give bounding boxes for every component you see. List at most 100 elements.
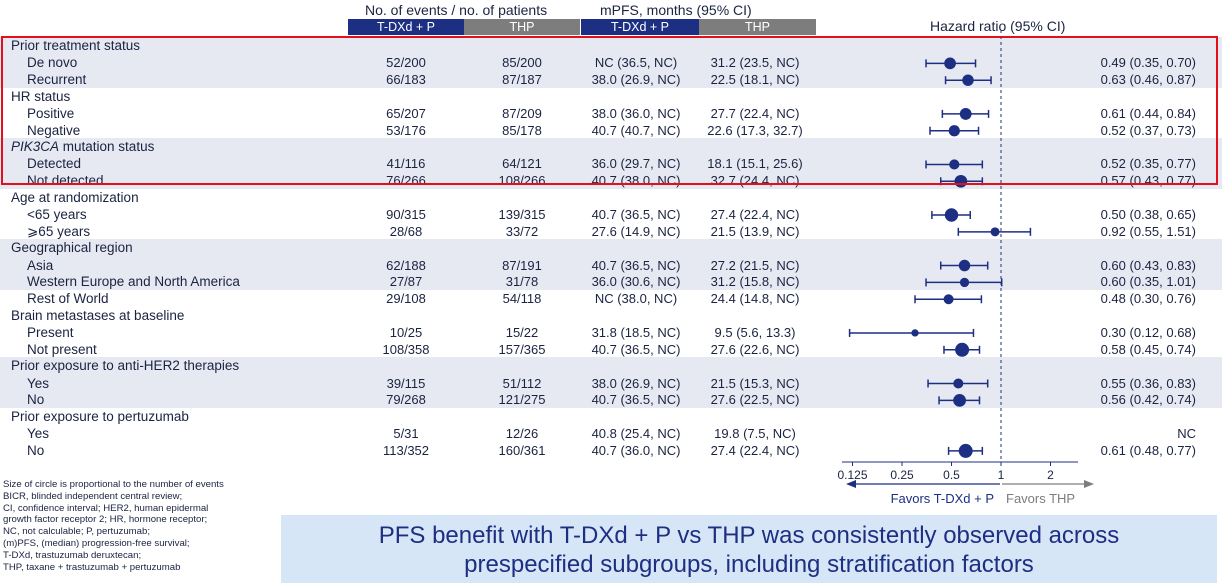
events-arm1-label: T-DXd + P [348,19,464,35]
subgroup-category: Brain metastases at baseline [11,307,185,323]
subgroup-label: Yes [27,426,50,442]
mpfs-arm2: 27.7 (22.4, NC) [710,105,800,121]
hazard-ratio-value: 0.30 (0.12, 0.68) [1100,324,1196,340]
mpfs-arm2: 27.6 (22.5, NC) [710,392,800,408]
events-arm2: 51/112 [502,375,542,391]
hazard-header: Hazard ratio (95% CI) [930,18,1066,34]
conclusion-line-2: prespecified subgroups, including strati… [464,551,1034,578]
hr-point [944,208,959,222]
subgroup-label: ⩾65 years [27,223,91,239]
hr-point [949,159,960,170]
events-arm2: 85/178 [502,122,542,138]
hr-point [943,294,954,305]
events-arm1: 53/176 [386,122,426,138]
subgroup-band [0,37,1222,89]
footnote-line: BICR, blinded independent central review… [3,490,183,502]
hr-point [962,74,974,86]
subgroup-category: PIK3CA mutation status [11,139,154,154]
subgroup-label: Not present [27,341,97,357]
stratification-highlight-box [1,36,1218,185]
mpfs-arm2: 24.4 (14.8, NC) [710,291,800,307]
mpfs-arm2: 27.2 (21.5, NC) [710,257,800,273]
mpfs-arm2: 22.5 (18.1, NC) [710,72,800,88]
events-arm1: 28/68 [389,223,423,239]
mpfs-arm1: 36.0 (30.6, NC) [591,274,681,290]
mpfs-arm2: 31.2 (23.5, NC) [710,55,800,71]
footnote-line: (m)PFS, (median) progression-free surviv… [3,537,190,549]
events-arm1: 10/25 [389,324,423,340]
subgroup-label: Western Europe and North America [27,274,240,290]
subgroup-label: Asia [27,257,54,273]
favors-left-arrowhead [846,480,856,488]
hazard-ratio-value: 0.92 (0.55, 1.51) [1100,223,1196,239]
hr-point [990,227,1000,237]
events-arm2: 139/315 [498,207,546,222]
hazard-ratio-value: 0.52 (0.37, 0.73) [1100,122,1196,138]
mpfs-arm1: 38.0 (36.0, NC) [591,105,681,121]
events-arm1: 65/207 [386,105,426,121]
favors-right-arrowhead [1084,480,1094,488]
events-arm1: 108/358 [382,341,430,357]
subgroup-label: Detected [27,156,82,172]
events-arm2: 12/26 [505,426,539,442]
mpfs-arm1: 27.6 (14.9, NC) [591,223,681,239]
subgroup-band [0,239,1222,291]
mpfs-arm1: 40.7 (36.0, NC) [591,442,681,458]
events-arm2: 87/209 [502,105,542,121]
events-arm1: 29/108 [386,291,426,307]
mpfs-arm1: 36.0 (29.7, NC) [591,156,681,172]
hazard-ratio-value: 0.48 (0.30, 0.76) [1100,291,1196,307]
mpfs-arm1: 40.7 (40.7, NC) [591,122,681,138]
hr-point [911,329,919,337]
hazard-ratio-value: 0.52 (0.35, 0.77) [1100,156,1196,172]
category-label-rest: mutation status [59,139,155,155]
hr-point [959,107,972,120]
subgroup-label: Present [27,324,74,340]
events-arm1: 41/116 [386,156,426,172]
hazard-ratio-value: 0.60 (0.35, 1.01) [1100,274,1196,290]
hr-point [948,125,960,137]
hazard-ratio-value: 0.56 (0.42, 0.74) [1100,392,1196,408]
events-arm2: 87/191 [502,257,542,273]
events-arm1: 27/87 [389,274,423,290]
events-arm2: 64/121 [502,156,542,172]
events-arm2: 85/200 [502,55,542,71]
x-tick-label: 0.25 [890,468,914,482]
mpfs-arm2: 21.5 (15.3, NC) [710,375,800,391]
events-arm2: 54/118 [502,291,542,307]
hr-point [958,443,973,458]
events-arm2: 87/187 [502,72,542,88]
category-label-italic: PIK3CA [11,139,60,155]
footnote-line: Size of circle is proportional to the nu… [3,479,224,490]
subgroup-category: Prior treatment status [11,38,141,53]
hazard-ratio-value: 0.60 (0.43, 0.83) [1100,257,1196,273]
hazard-ratio-value: 0.55 (0.36, 0.83) [1100,375,1196,391]
mpfs-arm1: 38.0 (26.9, NC) [591,375,681,391]
x-tick-label: 2 [1047,468,1054,482]
events-arm2: 33/72 [505,223,539,239]
hr-point [944,57,956,70]
hr-point [959,277,970,288]
footnote-line: NC, not calculable; P, pertuzumab; [3,526,151,538]
mpfs-arm1: NC (38.0, NC) [594,291,678,307]
mpfs-arm2: 21.5 (13.9, NC) [710,223,800,239]
hr-point [953,378,964,389]
hazard-ratio-value: 0.49 (0.35, 0.70) [1100,55,1196,71]
events-header: No. of events / no. of patients [365,2,548,18]
hazard-ratio-value: 0.50 (0.38, 0.65) [1100,207,1196,222]
events-arm1: 5/31 [393,426,419,442]
events-arm2: 121/275 [498,392,546,408]
events-arm2: 160/361 [498,442,546,458]
hazard-ratio-value: 0.61 (0.44, 0.84) [1100,105,1196,121]
events-arm1: 66/183 [386,72,426,88]
subgroup-label: Yes [27,375,50,391]
subgroup-label: <65 years [27,207,87,222]
subgroup-label: De novo [27,55,78,71]
mpfs-arm2: 22.6 (17.3, 32.7) [707,122,803,138]
hr-point [955,342,970,357]
mpfs-arm1: 40.8 (25.4, NC) [591,426,681,442]
hazard-ratio-value: NC [1177,426,1196,442]
mpfs-arm2-label: THP [699,19,816,35]
footnote-line: growth factor receptor 2; HR, hormone re… [3,514,208,526]
subgroup-band [0,357,1222,409]
